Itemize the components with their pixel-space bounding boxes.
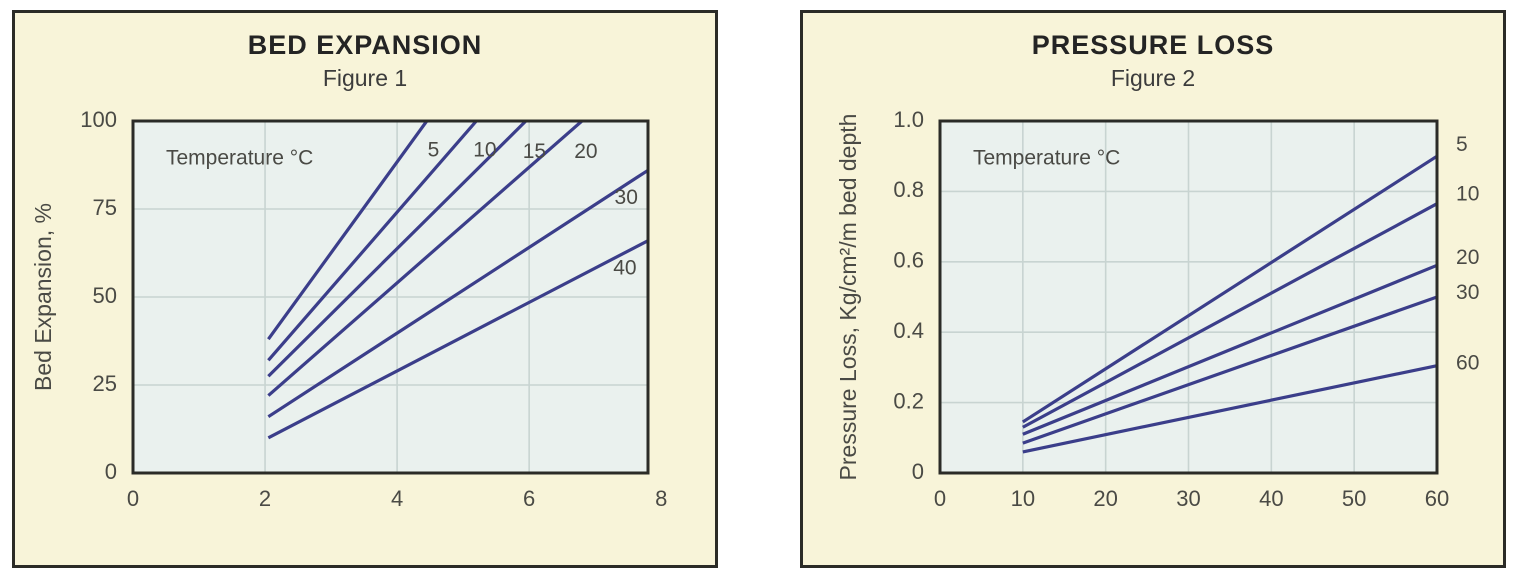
figure-2-subtitle: Figure 2: [1110, 65, 1196, 91]
y-tick-label: 0.2: [893, 388, 924, 413]
figure-1-chart: 5 10 15 20 30 40 Temperature °C 0 2 4 6 8 0 25 50 75 100…: [30, 107, 667, 511]
y-tick-label: 0: [105, 459, 117, 484]
series-line-t10: [1022, 202, 1438, 429]
figure-2-chart: 5 10 20 30 60 Temperature °C 0 10 20 30 40 50 60 0 0.2…: [835, 107, 1479, 511]
series-line-t20: [1022, 263, 1438, 436]
x-tick-label: 30: [1176, 486, 1200, 511]
series-line-t10: [267, 119, 478, 362]
x-tick-label: 40: [1259, 486, 1283, 511]
series-label-t20: 20: [1456, 246, 1479, 269]
series-line-t5: [267, 120, 429, 341]
figure-1-panel: BED EXPANSION Figure 1 5 10 15 20 30 40 Temper…: [12, 10, 718, 568]
legend-label: Temperature °C: [973, 147, 1120, 170]
x-tick-label: 8: [655, 486, 667, 511]
x-tick-label: 0: [934, 486, 946, 511]
series-label-t5: 5: [428, 138, 440, 161]
series-label-t60: 60: [1456, 351, 1479, 374]
x-tick-label: 0: [127, 486, 139, 511]
y-tick-label: 1.0: [893, 107, 924, 132]
series-label-t20: 20: [574, 140, 597, 163]
series-line-t40: [267, 239, 649, 440]
y-tick-label: 100: [80, 107, 117, 132]
y-tick-label: 50: [93, 283, 117, 308]
figure-1-subtitle: Figure 1: [322, 65, 408, 91]
series-label-t10: 10: [473, 138, 496, 161]
y-tick-label: 75: [93, 195, 117, 220]
series-label-t15: 15: [523, 140, 546, 163]
x-tick-label: 50: [1342, 486, 1366, 511]
series-line-t30: [267, 168, 649, 419]
plot-border: [938, 119, 1439, 475]
series-line-t5: [1021, 154, 1438, 424]
series-label-t40: 40: [613, 256, 636, 279]
y-tick-label: 25: [93, 371, 117, 396]
figure-1-title: BED EXPANSION: [247, 30, 483, 60]
series-line-t30: [1022, 295, 1438, 445]
series-line-t60: [1022, 364, 1438, 454]
series-label-t10: 10: [1456, 182, 1479, 205]
x-tick-label: 6: [523, 486, 535, 511]
series-label-t30: 30: [615, 186, 638, 209]
x-tick-label: 4: [391, 486, 403, 511]
x-tick-label: 20: [1093, 486, 1117, 511]
series-line-t20: [267, 119, 584, 397]
y-axis-title: Bed Expansion, %: [30, 203, 56, 391]
y-tick-label: 0.8: [893, 177, 924, 202]
series-label-t5: 5: [1456, 133, 1468, 156]
x-tick-label: 60: [1425, 486, 1449, 511]
plot-border: [131, 119, 650, 475]
y-tick-label: 0.4: [893, 318, 924, 343]
legend-label: Temperature °C: [166, 147, 313, 170]
y-axis-title: Pressure Loss, Kg/cm²/m bed depth: [835, 114, 861, 481]
figure-2-panel: PRESSURE LOSS Figure 2 5 10 20 30 60 Temperat…: [800, 10, 1506, 568]
y-tick-label: 0: [912, 459, 924, 484]
series-label-t30: 30: [1456, 281, 1479, 304]
y-tick-label: 0.6: [893, 248, 924, 273]
x-tick-label: 10: [1011, 486, 1035, 511]
figure-2-title: PRESSURE LOSS: [1031, 30, 1275, 60]
series-line-t15: [267, 119, 527, 378]
x-tick-label: 2: [259, 486, 271, 511]
